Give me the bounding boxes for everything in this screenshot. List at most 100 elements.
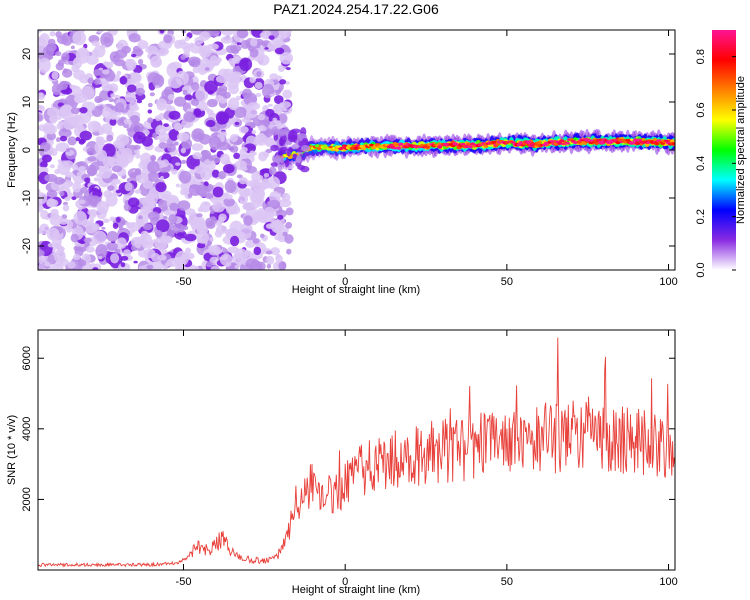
noise-blob [39,33,50,46]
noise-blob [114,59,126,67]
noise-blob [105,193,118,207]
noise-blob [175,183,180,188]
noise-blob [152,132,158,139]
noise-blob [124,58,134,67]
noise-blob [274,95,284,105]
noise-blob [230,235,240,247]
noise-blob [195,184,209,196]
noise-blob [133,260,138,264]
noise-blob [56,84,64,91]
noise-blob [261,120,271,127]
ridge-segment [369,143,375,147]
noise-blob [207,98,218,108]
noise-blob [59,135,68,142]
snr-x-tick-label: 0 [342,576,348,588]
noise-blob [211,169,220,178]
noise-blob [44,263,50,267]
noise-blob [92,267,99,270]
spectrogram-y-tick-label: -10 [21,190,33,206]
noise-blob [159,199,165,204]
noise-blob [91,223,100,231]
snr-y-tick-label: 2000 [21,487,33,511]
noise-blob [203,158,216,172]
noise-blob [168,110,181,120]
noise-blob [38,30,43,33]
colorbar-bar [712,30,736,270]
noise-blob [209,43,219,50]
noise-blob [233,152,241,159]
noise-blob [116,237,127,249]
noise-blob [136,99,143,104]
noise-blob [55,51,62,57]
noise-blob [66,227,73,233]
snr-x-axis-label: Height of straight line (km) [292,584,420,596]
noise-blob [118,226,124,231]
noise-blob [101,226,106,230]
onset-blob [297,165,306,170]
noise-blob [211,217,218,224]
spectrogram-y-axis-label: Frequency (Hz) [6,112,18,188]
ridge-segment [634,141,641,146]
noise-blob [170,115,175,120]
noise-blob [251,187,265,204]
noise-blob [174,141,179,146]
noise-blob [284,234,294,244]
noise-blob [73,254,81,261]
onset-blob [270,162,278,167]
spectrogram-x-tick-label: 50 [501,276,513,288]
noise-blob [69,84,76,89]
noise-blob [155,115,162,121]
noise-blob [70,107,80,115]
noise-blob [230,205,241,215]
noise-blob [236,174,243,179]
ridge-segment [396,146,402,150]
noise-blob [256,267,262,270]
noise-blob [131,53,137,58]
noise-blob [120,262,126,268]
noise-blob [265,148,273,153]
ridge-segment [636,138,643,142]
noise-blob [212,201,226,213]
noise-blob [172,223,185,235]
noise-blob [151,252,160,262]
noise-blob [278,198,292,208]
noise-blob [203,202,210,206]
noise-blob [279,52,294,65]
noise-blob [210,128,216,132]
noise-blob [220,30,235,36]
noise-blob [266,263,272,269]
noise-blob [55,31,62,39]
noise-blob [262,178,269,183]
noise-blob [162,216,168,220]
noise-blob [260,233,265,239]
noise-blob [61,214,68,220]
ridge-segment [654,141,660,146]
noise-blob [103,61,109,66]
noise-blob [58,121,65,126]
noise-blob [41,154,52,163]
spectrogram-plot-area [38,30,675,270]
noise-blob [117,118,125,126]
noise-blob [168,128,180,141]
noise-blob [191,128,205,142]
noise-blob [58,218,69,225]
noise-blob [134,168,142,176]
noise-blob [251,130,257,135]
noise-blob [147,211,160,221]
noise-blob [274,47,285,55]
noise-blob [269,73,279,80]
noise-blob [50,263,64,270]
noise-blob [167,94,175,101]
noise-blob [195,86,209,102]
noise-blob [165,103,172,110]
noise-blob [115,155,129,167]
noise-blob [123,249,131,258]
noise-blob [129,105,140,112]
noise-blob [180,188,188,196]
noise-blob [212,186,224,198]
noise-blob [255,170,261,174]
noise-blob [179,170,192,184]
noise-blob [227,144,232,149]
noise-blob [257,113,265,121]
noise-blob [180,159,187,164]
